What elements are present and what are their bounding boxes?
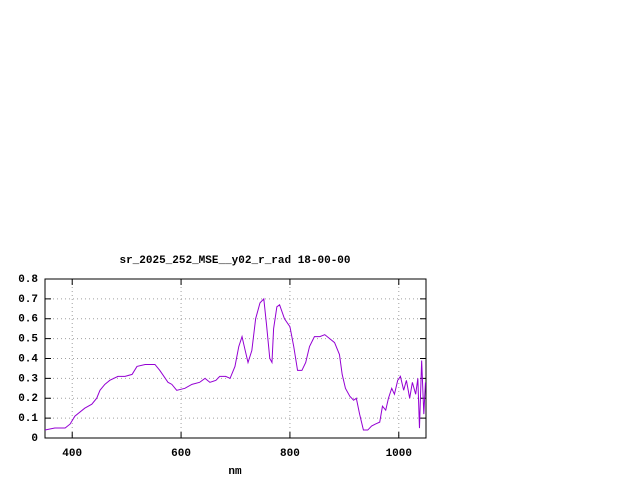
- y-tick-label: 0.2: [18, 393, 38, 405]
- y-tick-label: 0.7: [18, 294, 38, 306]
- y-tick-label: 0.6: [18, 314, 38, 326]
- x-axis-label: nm: [228, 466, 242, 478]
- y-tick-label: 0.5: [18, 334, 38, 346]
- y-tick-label: 0.8: [18, 274, 38, 286]
- x-tick-label: 800: [280, 448, 300, 460]
- x-tick-label: 1000: [386, 448, 412, 460]
- y-tick-label: 0.4: [18, 353, 38, 365]
- x-tick-label: 400: [62, 448, 82, 460]
- y-tick-label: 0: [31, 433, 38, 445]
- y-tick-label: 0.3: [18, 373, 38, 385]
- y-tick-label: 0.1: [18, 413, 38, 425]
- x-tick-label: 600: [171, 448, 191, 460]
- plot-border: [44, 278, 427, 439]
- chart-title: sr_2025_252_MSE__y02_r_rad 18-00-00: [119, 255, 350, 267]
- data-line: [44, 297, 426, 431]
